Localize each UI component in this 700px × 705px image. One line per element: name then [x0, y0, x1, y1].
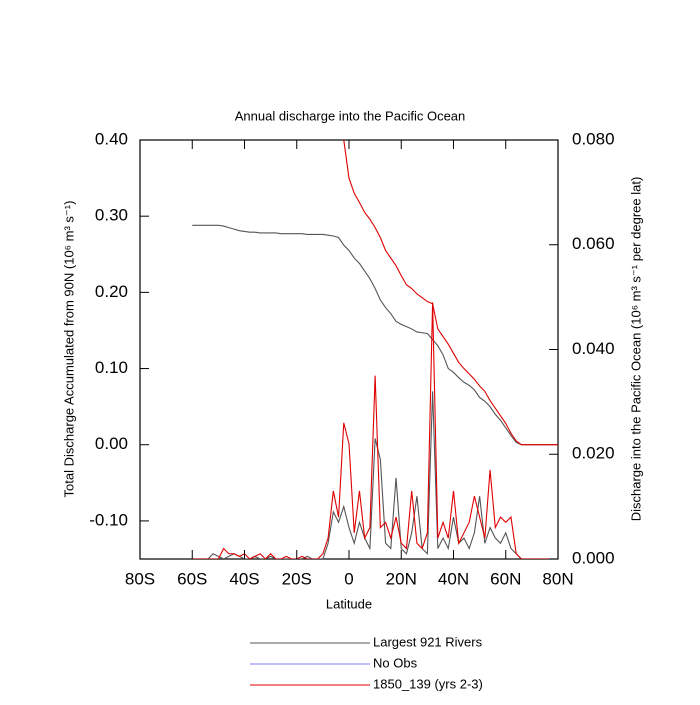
y-axis-label: Total Discharge Accumulated from 90N (10… [61, 201, 76, 498]
y-tick-label: 0.30 [95, 206, 128, 225]
y-tick-label: 0.00 [95, 434, 128, 453]
y-tick-label: 0.20 [95, 282, 128, 301]
x-tick-label: 40N [438, 569, 469, 588]
x-tick-label: 80S [125, 569, 155, 588]
y2-tick-label: 0.060 [572, 234, 615, 253]
y-tick-label: -0.10 [89, 510, 128, 529]
legend-label: 1850_139 (yrs 2-3) [373, 676, 483, 691]
y-tick-label: 0.40 [95, 129, 128, 148]
x-tick-label: 20N [386, 569, 417, 588]
y2-tick-label: 0.080 [572, 129, 615, 148]
accumulated-line [343, 140, 558, 446]
x-tick-label: 80N [542, 569, 573, 588]
chart-title: Annual discharge into the Pacific Ocean [235, 108, 466, 123]
y2-tick-label: 0.020 [572, 444, 615, 463]
legend-label: No Obs [373, 655, 418, 670]
x-axis-label: Latitude [326, 596, 372, 611]
x-tick-label: 20S [282, 569, 312, 588]
y-tick-label: 0.10 [95, 358, 128, 377]
plot-area [192, 140, 558, 559]
per-degree-line [192, 302, 558, 559]
per-degree-line [192, 391, 558, 559]
y2-axis-label: Discharge into the Pacific Ocean (10⁶ m³… [628, 177, 643, 522]
legend-label: Largest 921 Rivers [373, 634, 483, 649]
accumulated-line [192, 224, 558, 446]
x-tick-label: 40S [229, 569, 259, 588]
y2-tick-label: 0.040 [572, 339, 615, 358]
x-tick-label: 60N [490, 569, 521, 588]
y2-tick-label: 0.000 [572, 548, 615, 567]
plot-frame [139, 139, 559, 560]
x-tick-label: 0 [344, 569, 353, 588]
x-tick-label: 60S [177, 569, 207, 588]
